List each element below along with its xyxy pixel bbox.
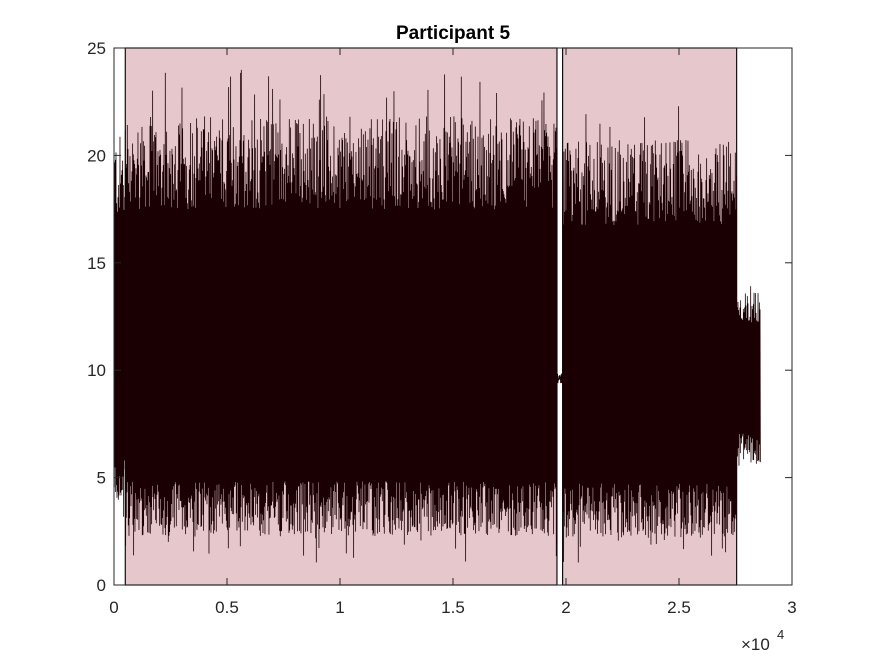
x-tick-label: 3: [787, 598, 796, 617]
x-tick-label: 1.5: [441, 598, 465, 617]
y-tick-label: 0: [97, 576, 106, 595]
trace-segment-1: [113, 136, 126, 517]
trace-segment-4: [562, 106, 738, 563]
trace-segment-5: [736, 286, 761, 466]
x-exponent-power: 4: [777, 627, 784, 642]
y-tick-label: 15: [87, 254, 106, 273]
plot-area: 0 0.5 1 1.5 2 2.5 3 0 5 10 15 20 25: [87, 39, 797, 617]
x-tick-label: 1: [335, 598, 344, 617]
x-exponent-label: ×10 4: [741, 627, 784, 654]
ticks: 0 0.5 1 1.5 2 2.5 3 0 5 10 15 20 25: [87, 39, 797, 617]
x-tick-label: 0: [109, 598, 118, 617]
chart-title: Participant 5: [396, 23, 510, 44]
trace-segment-2: [124, 69, 558, 563]
y-tick-label: 5: [97, 469, 106, 488]
trace-segment-3: [556, 373, 564, 384]
signal-trace: [113, 69, 761, 563]
y-tick-label: 10: [87, 361, 106, 380]
x-exponent-base: ×10: [741, 635, 770, 654]
x-tick-label: 2: [561, 598, 570, 617]
x-tick-label: 2.5: [667, 598, 691, 617]
x-tick-label: 0.5: [215, 598, 239, 617]
y-tick-label: 25: [87, 39, 106, 58]
y-tick-label: 20: [87, 146, 106, 165]
